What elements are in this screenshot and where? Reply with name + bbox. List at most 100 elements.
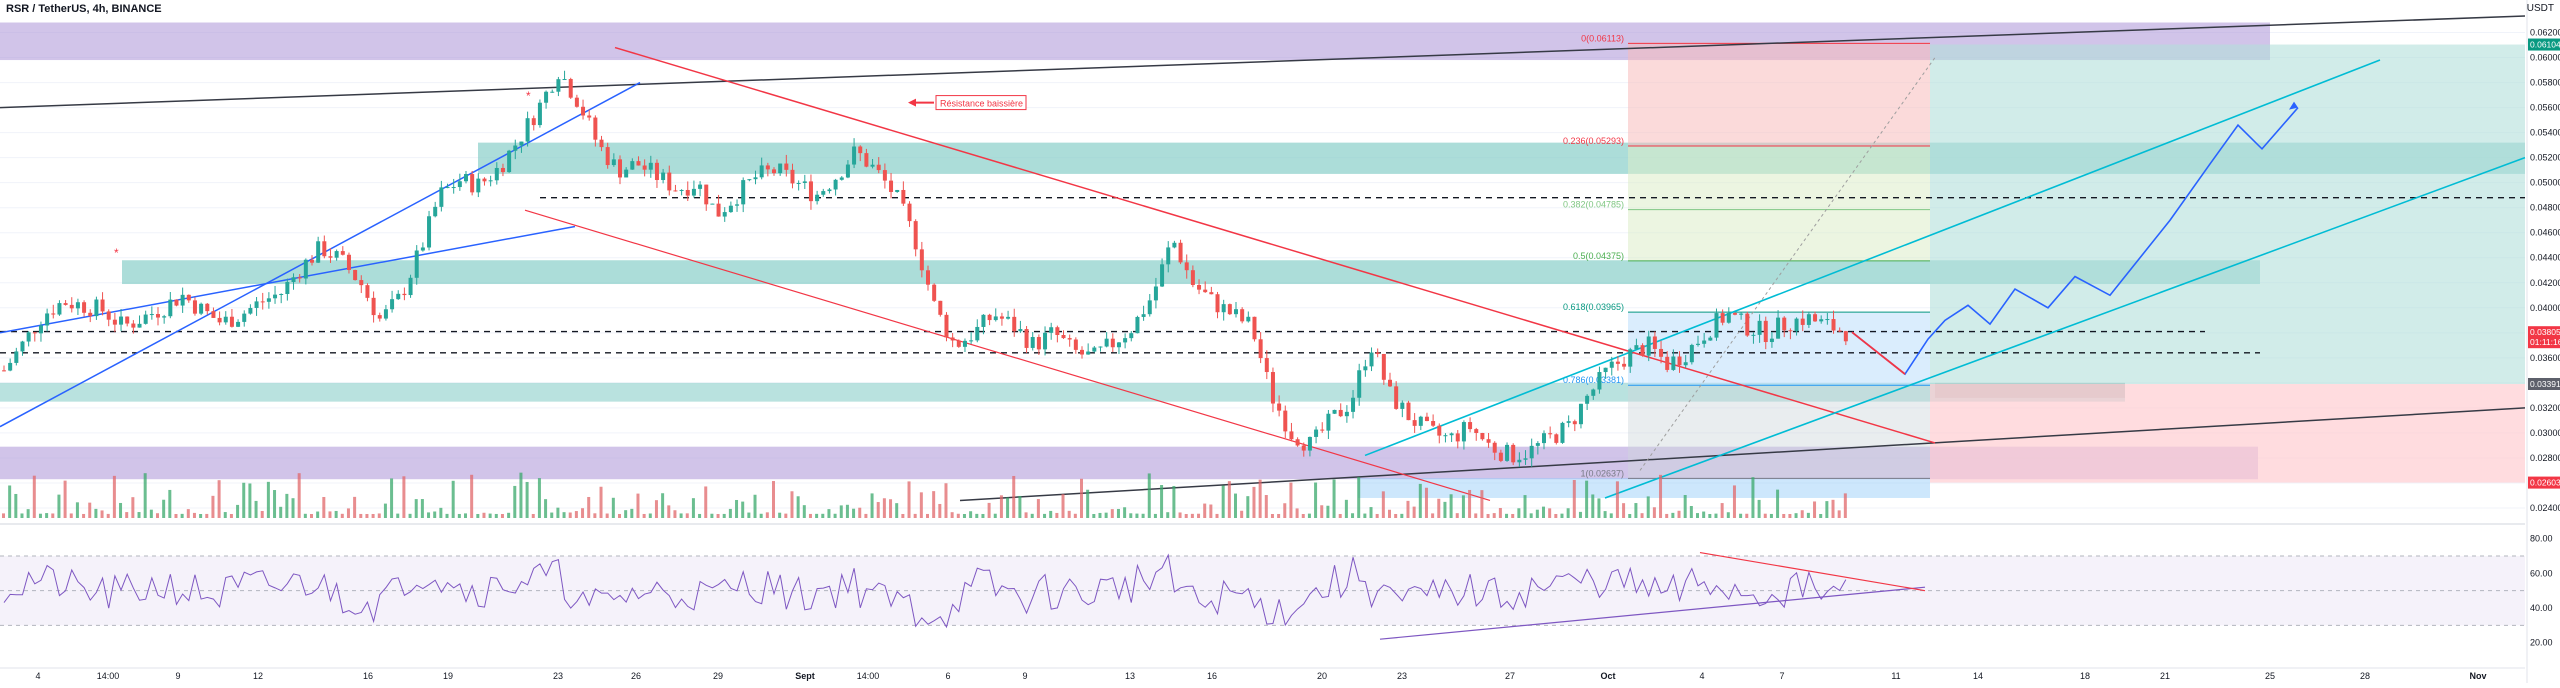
volume-bar xyxy=(704,486,708,518)
volume-bar xyxy=(156,513,159,518)
price-badge-label: 01:11:16 xyxy=(2530,337,2560,347)
volume-bar xyxy=(1184,514,1188,518)
candle xyxy=(1794,318,1799,332)
candle xyxy=(784,163,789,170)
volume-bar xyxy=(1776,489,1780,518)
volume-bar xyxy=(1819,513,1823,518)
candle xyxy=(704,184,709,205)
candle xyxy=(981,314,986,327)
candle xyxy=(1381,354,1386,380)
volume-bar xyxy=(815,513,819,518)
candle xyxy=(1492,442,1497,453)
candle xyxy=(1437,425,1442,436)
volume-bar xyxy=(1714,513,1718,518)
candle xyxy=(1689,344,1694,363)
candle xyxy=(266,298,271,302)
volume-bar xyxy=(1603,511,1607,518)
volume-bar xyxy=(414,499,418,518)
candle xyxy=(1788,330,1793,332)
volume-bar xyxy=(291,498,295,518)
volume-bar xyxy=(1498,507,1502,518)
candle xyxy=(790,169,795,184)
candle xyxy=(445,187,450,189)
candle xyxy=(987,314,992,321)
rsi-trendline-resistance xyxy=(1699,551,1926,592)
volume-bar xyxy=(950,512,954,518)
volume-bar xyxy=(51,513,55,518)
position-diagonal xyxy=(1639,57,1936,471)
volume-bar xyxy=(1720,503,1724,518)
candle xyxy=(26,332,31,342)
candle xyxy=(1227,304,1232,315)
volume-bar xyxy=(1394,513,1398,518)
candle xyxy=(20,341,25,352)
volume-bar xyxy=(32,475,36,518)
new-channel-lower xyxy=(1604,156,2526,499)
volume-bar xyxy=(747,512,751,518)
volume-bar xyxy=(75,502,79,518)
candle xyxy=(827,189,832,192)
volume-bar xyxy=(217,480,221,518)
volume-bar xyxy=(1782,513,1786,518)
candle xyxy=(1548,433,1553,435)
volume-bar xyxy=(408,513,412,518)
volume-bar xyxy=(310,513,313,518)
volume-bar xyxy=(981,513,985,518)
candle xyxy=(999,316,1004,319)
candle xyxy=(808,181,813,202)
candle xyxy=(691,188,696,196)
candle xyxy=(618,159,622,178)
volume-bar xyxy=(1455,513,1459,518)
volume-bar xyxy=(525,481,529,518)
candle xyxy=(390,299,395,310)
fib-label: 0.236(0.05293) xyxy=(1563,136,1624,146)
volume-bar xyxy=(1585,480,1589,518)
x-tick-label: 29 xyxy=(713,671,723,681)
volume-bar xyxy=(784,513,788,518)
volume-bar xyxy=(1307,513,1311,518)
volume-bar xyxy=(476,513,480,518)
volume-bar xyxy=(1665,513,1669,518)
candle xyxy=(1782,317,1787,331)
candle xyxy=(1702,340,1707,344)
volume-bar xyxy=(993,513,997,518)
x-tick-label: 26 xyxy=(631,671,641,681)
candle xyxy=(1110,338,1115,348)
candle xyxy=(1049,327,1054,333)
candle xyxy=(1240,309,1245,322)
volume-bar xyxy=(1566,508,1570,518)
volume-bar xyxy=(802,505,806,518)
candle xyxy=(1369,352,1374,367)
volume-bar xyxy=(1511,513,1515,518)
volume-bar xyxy=(1400,513,1404,518)
volume-bar xyxy=(383,503,387,518)
candle xyxy=(1326,413,1331,431)
volume-bar xyxy=(94,508,98,518)
candle xyxy=(1474,429,1479,433)
candle xyxy=(882,170,887,181)
candle xyxy=(1683,362,1688,366)
candle xyxy=(186,294,191,301)
candle xyxy=(1671,356,1676,370)
price-badge-label: 0.02603 xyxy=(2530,478,2560,488)
candle xyxy=(334,251,339,258)
volume-bar xyxy=(1258,479,1262,518)
candle xyxy=(248,307,253,314)
candle xyxy=(482,178,487,182)
candle xyxy=(297,277,302,279)
candle xyxy=(427,216,432,248)
volume-bar xyxy=(1190,513,1194,518)
candle xyxy=(796,182,801,184)
candle xyxy=(1566,421,1571,423)
candle xyxy=(1190,270,1195,285)
candle xyxy=(1104,338,1109,347)
volume-bar xyxy=(359,513,363,518)
volume-bar xyxy=(14,493,18,518)
candle xyxy=(1560,422,1565,443)
candle xyxy=(562,79,567,81)
volume-bar xyxy=(753,494,757,518)
volume-bar xyxy=(975,513,979,518)
candle xyxy=(1295,439,1300,446)
